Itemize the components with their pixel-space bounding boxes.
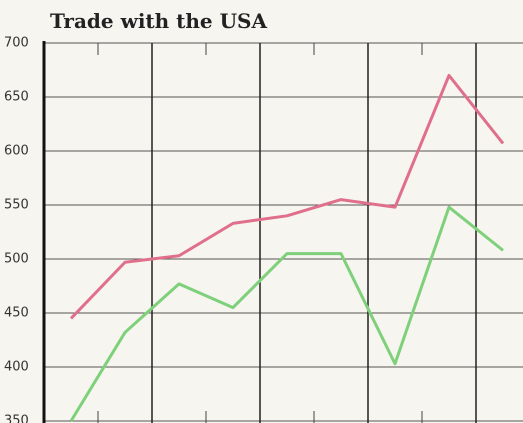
y-tick-label: 500	[4, 252, 29, 267]
y-tick-label: 350	[4, 414, 29, 423]
y-tick-label: 700	[4, 36, 29, 51]
y-tick-label: 450	[4, 306, 29, 321]
y-tick-label: 400	[4, 360, 29, 375]
line-series	[69, 205, 504, 422]
chart-title: Trade with the USA	[50, 9, 268, 33]
y-tick-label: 650	[4, 90, 29, 105]
line-series	[69, 73, 505, 320]
y-tick-label: 550	[4, 198, 29, 213]
y-tick-label: 600	[4, 144, 29, 159]
